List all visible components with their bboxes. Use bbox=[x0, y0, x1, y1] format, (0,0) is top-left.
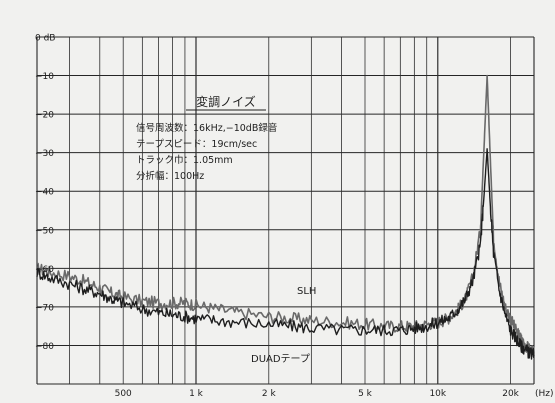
series-line-slh bbox=[37, 74, 535, 358]
x-tick-label: 5 k bbox=[358, 389, 373, 399]
y-tick-label: 0 dB bbox=[35, 34, 55, 44]
annotation-track-width: トラック巾：1.05mm bbox=[136, 154, 233, 166]
y-tick-label: −50 bbox=[35, 226, 54, 236]
x-tick-label: 10k bbox=[429, 389, 446, 399]
labels: 変調ノイズ 信号周波数：16kHz,−10dB録音 テープスピード：19cm/s… bbox=[136, 94, 554, 399]
series-label-duad: DUADテープ bbox=[251, 353, 310, 365]
x-tick-label: 1 k bbox=[189, 389, 204, 399]
x-tick-label: 500 bbox=[115, 389, 132, 399]
x-tick-label: 2 k bbox=[262, 389, 277, 399]
annotation-signal: 信号周波数：16kHz,−10dB録音 bbox=[136, 122, 277, 134]
x-axis-unit: (Hz) bbox=[535, 389, 554, 399]
annotation-bandwidth: 分折幅：100Hz bbox=[136, 170, 204, 182]
grid bbox=[36, 36, 535, 385]
series-line-duad bbox=[36, 148, 535, 360]
series-label-slh: SLH bbox=[297, 286, 316, 297]
chart-title: 変調ノイズ bbox=[196, 94, 256, 109]
axes: 0 dB −10 −20 −30 −40 −50 −60 −70 −80 500 1 k 2 k 5 k… bbox=[35, 34, 520, 400]
y-tick-label: −30 bbox=[35, 149, 54, 159]
annotation-tape-speed: テープスピード：19cm/sec bbox=[136, 139, 257, 150]
y-tick-label: −40 bbox=[35, 188, 54, 198]
x-tick-label: 20k bbox=[502, 389, 519, 399]
y-tick-label: −70 bbox=[35, 303, 54, 313]
series-lines bbox=[36, 74, 535, 360]
y-tick-label: −20 bbox=[35, 111, 54, 121]
y-tick-label: −80 bbox=[35, 342, 54, 352]
y-tick-label: −10 bbox=[35, 72, 54, 82]
y-tick-label: −60 bbox=[35, 265, 54, 275]
